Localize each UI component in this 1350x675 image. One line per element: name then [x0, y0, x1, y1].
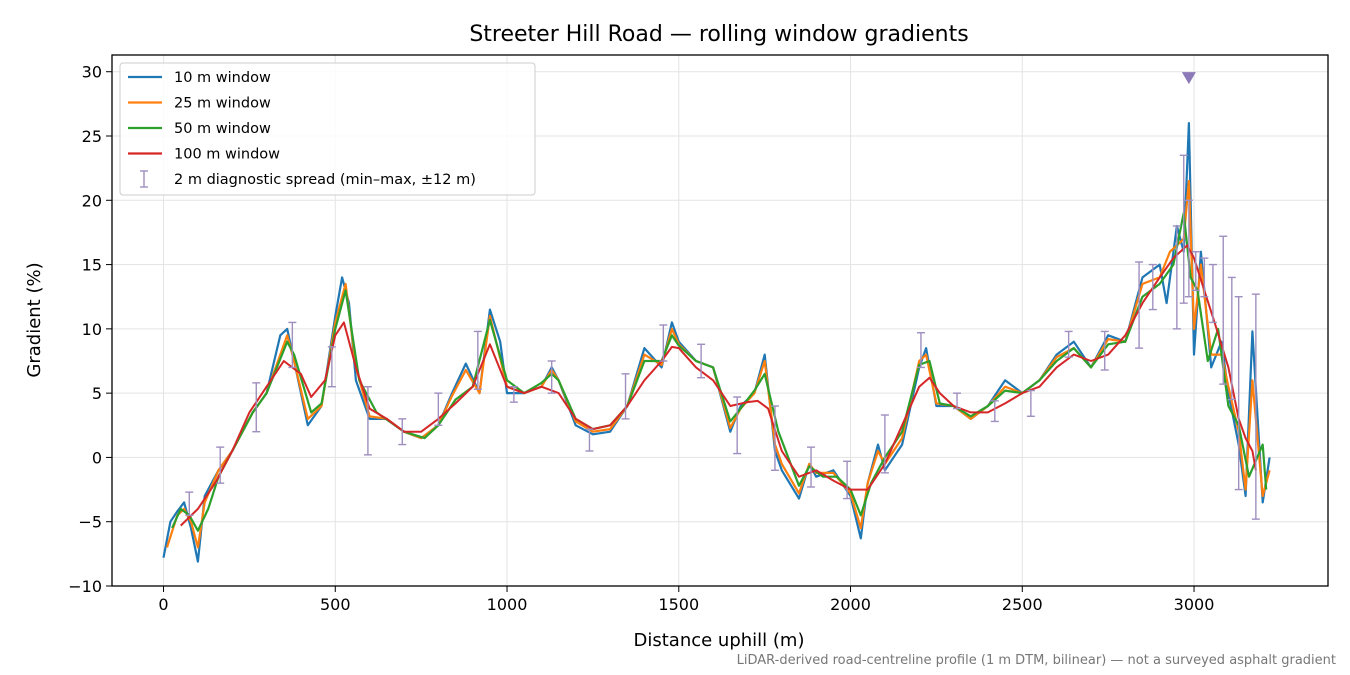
x-axis-label: Distance uphill (m)	[634, 630, 805, 651]
y-tick-label: 25	[82, 127, 102, 146]
y-axis-label: Gradient (%)	[24, 262, 45, 377]
peak-marker	[1181, 72, 1196, 85]
legend-entry: 25 m window	[174, 96, 271, 112]
axes-frame	[111, 54, 1329, 587]
series-line-3	[171, 212, 1268, 532]
axis-ticks: 0 500 1000 1500 2000 2500 3000 −10 −5 0 5 10 15 20 25 3…	[68, 63, 1214, 614]
y-tick-label: −10	[68, 577, 102, 596]
x-tick-label: 1500	[658, 595, 699, 614]
legend-box	[119, 62, 536, 196]
plot-area	[162, 72, 1271, 563]
x-tick-label: 500	[320, 595, 351, 614]
x-tick-label: 2000	[830, 595, 871, 614]
y-tick-label: 5	[92, 384, 102, 403]
legend-entry: 50 m window	[174, 121, 271, 137]
x-tick-label: 2500	[1002, 595, 1043, 614]
series-line-2	[165, 179, 1271, 549]
y-tick-label: 15	[82, 256, 102, 275]
y-tick-label: 30	[82, 63, 102, 82]
y-tick-label: 10	[82, 320, 102, 339]
y-tick-label: −5	[78, 513, 102, 532]
legend-entry: 2 m diagnostic spread (min–max, ±12 m)	[174, 172, 476, 188]
y-tick-label: 20	[82, 191, 102, 210]
legend-entry: 100 m window	[174, 147, 280, 163]
y-tick-label: 0	[92, 448, 102, 467]
legend: 10 m window 25 m window 50 m window 100 m w…	[119, 62, 536, 196]
legend-entry: 10 m window	[174, 70, 271, 86]
x-tick-label: 1000	[487, 595, 528, 614]
chart-title: Streeter Hill Road — rolling window grad…	[469, 22, 968, 47]
series-line-4	[180, 244, 1257, 527]
x-tick-label: 3000	[1174, 595, 1215, 614]
x-tick-label: 0	[158, 595, 168, 614]
footnote: LiDAR-derived road-centreline profile (1…	[737, 653, 1336, 668]
